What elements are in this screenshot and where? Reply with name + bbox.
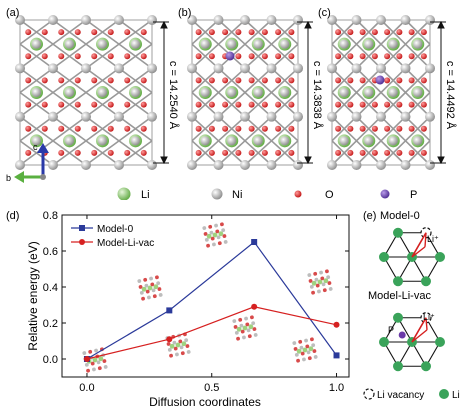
data-point-1-3 [333,321,340,328]
legend-p-label: P [410,189,417,200]
x-tick-label: 0.0 [79,382,94,394]
y-tick-label: 0.8 [43,210,58,222]
legend-modelvac-label: Model-Li-vac [97,238,154,249]
li-plus-label-bottom: Li⁺ [423,312,435,322]
panel-label-d: (d) [6,210,19,222]
model0-title: Model-0 [380,210,420,222]
series-line-1 [86,306,337,360]
legend-li-marker [439,389,449,399]
legend-ni-label: Ni [232,189,242,200]
axis-b-label: b [6,173,11,183]
chart-legend: Model-0 Model-Li-vac [71,224,154,249]
hex-lattice-model0 [379,227,445,287]
legend-p-swatch [380,189,390,199]
structure-a [15,15,157,170]
modelvac-title: Model-Li-vac [368,290,431,302]
c-label-b: c = 14.3838 Å [311,61,324,130]
plot-frame [61,214,350,378]
y-axis-label: Relative energy (eV) [26,241,40,350]
diffusion-path-schematic: (e) Model-0 Model-Li-vac Li⁺ Li⁺ P Li va… [363,210,460,401]
legend-li-swatch [117,187,131,200]
c-dimension-a [153,20,169,165]
legend-o-label: O [325,189,334,200]
inset-structures [82,222,333,373]
x-tick-label: 1.0 [329,382,344,394]
y-tick-label: 0.4 [43,282,58,294]
legend-o-swatch [294,190,302,198]
x-tick-label: 0.5 [204,382,219,394]
x-ticks: 0.0 0.5 1.0 [79,215,344,394]
y-ticks: 0.0 0.2 0.4 0.6 0.8 [43,210,349,366]
data-point-0-2 [251,239,258,245]
crystal-structure-panels: c = 14.2540 Å c = 14.3838 Å c = 14.4492 … [6,7,457,200]
atom-legend: Li Ni O P [117,187,417,200]
legend-vacancy-marker [363,388,375,400]
data-point-1-0 [83,356,90,362]
legend-li-label: Li [141,189,150,200]
data-point-0-3 [333,352,340,359]
structure-c [327,15,435,170]
legend-model0-marker [79,225,85,231]
structure-b [187,15,303,170]
c-dimension-c [430,20,446,165]
legend-li-text: Li [452,390,460,401]
data-point-1-2 [251,303,258,310]
panel-label-b: (b) [178,7,191,19]
legend-model0-label: Model-0 [97,224,134,235]
series-line-0 [86,241,338,360]
axis-triad: c b [6,142,49,183]
c-dimension-b [297,20,313,165]
x-axis-label: Diffusion coordinates [149,395,261,409]
energy-chart: (d) 0.0 0.2 0.4 0.6 0.8 0.0 0.5 1.0 Relative e… [6,210,350,409]
legend-vacancy-label: Li vacancy [377,390,424,401]
li-plus-label-top: Li⁺ [427,234,439,244]
series-group [83,239,340,362]
legend-ni-swatch [211,188,223,200]
data-point-0-1 [166,307,173,314]
p-label: P [388,325,394,335]
c-label-c: c = 14.4492 Å [444,61,457,130]
panel-label-e: (e) [363,210,376,222]
y-tick-label: 0.6 [43,246,58,258]
c-label-a: c = 14.2540 Å [167,61,180,130]
panel-label-a: (a) [6,7,19,19]
hex-lattice-modelvac [379,312,445,372]
legend-modelvac-marker [79,239,85,245]
axis-c-label: c [33,142,38,152]
panel-label-c: (c) [318,7,331,19]
y-tick-label: 0.2 [43,318,58,330]
data-point-1-1 [166,336,173,343]
y-tick-label: 0.0 [43,354,58,366]
